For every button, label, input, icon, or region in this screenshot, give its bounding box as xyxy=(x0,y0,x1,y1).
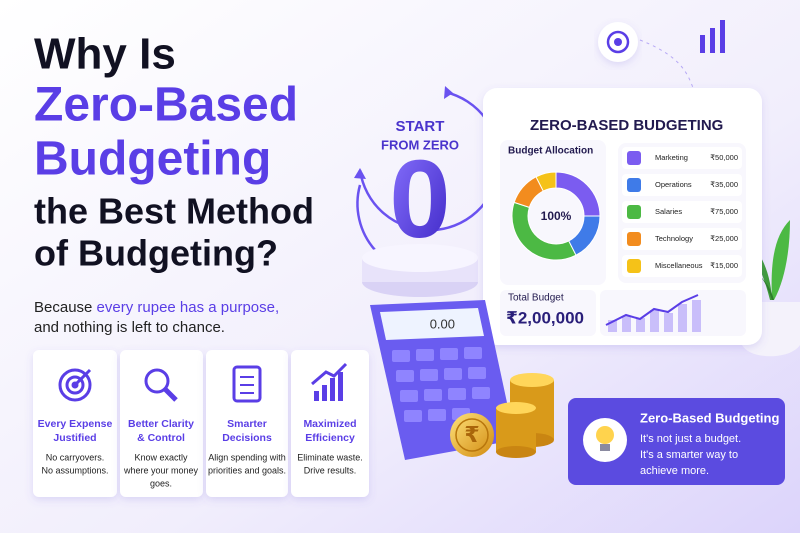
dashed-path xyxy=(639,39,701,111)
card-icons xyxy=(58,362,348,403)
total-panel xyxy=(500,290,596,336)
item-name: Marketing xyxy=(655,153,688,162)
coin-symbol: ₹ xyxy=(464,422,479,447)
calculator-keys xyxy=(392,347,490,422)
card-title: Justified xyxy=(53,432,96,444)
callout: Zero-Based Budgeting It's not just a bud… xyxy=(568,398,785,485)
item-icon xyxy=(627,178,641,192)
card-title: Decisions xyxy=(222,432,272,444)
item-row xyxy=(622,147,742,169)
card xyxy=(33,350,117,497)
card-title: Smarter xyxy=(227,418,267,430)
trend-line xyxy=(605,294,699,326)
item-name: Operations xyxy=(655,180,692,189)
callout-title: Zero-Based Budgeting xyxy=(640,410,779,425)
callout-box xyxy=(568,398,785,485)
card xyxy=(206,350,288,497)
item-icon xyxy=(627,259,641,273)
cycle-arrow xyxy=(356,184,376,251)
subtitle: Because every rupee has a purpose, xyxy=(34,299,279,316)
title-line: of Budgeting? xyxy=(34,233,278,274)
icon-target xyxy=(606,30,630,54)
icon-bar xyxy=(700,35,705,53)
item-row xyxy=(622,201,742,223)
allocation-title: Budget Allocation xyxy=(508,146,593,157)
item-amount: ₹25,000 xyxy=(710,234,738,243)
icon-search xyxy=(144,368,178,402)
title-line: the Best Method xyxy=(34,191,314,232)
start-from-zero: START FROM ZERO 0 xyxy=(354,86,501,297)
pedestal xyxy=(362,244,478,272)
icon-bar xyxy=(720,20,725,53)
item-icon xyxy=(627,205,641,219)
donut xyxy=(511,171,601,261)
title-line: Why Is xyxy=(34,30,176,79)
item-name: Salaries xyxy=(655,207,682,216)
title: Why Is Zero-Based Budgeting the Best Met… xyxy=(34,30,314,274)
card-title: Maximized xyxy=(303,418,356,430)
coins: ₹ xyxy=(450,373,554,458)
cards: Every Expense Justified No carryovers. No a… xyxy=(33,350,369,497)
item-name: Miscellaneous xyxy=(655,261,703,270)
card-text: priorities and goals. xyxy=(208,465,286,475)
icon-growth xyxy=(311,362,348,401)
card-title: & Control xyxy=(137,432,185,444)
bulb xyxy=(596,426,614,444)
calculator-value: 0.00 xyxy=(430,316,455,331)
item-amount: ₹50,000 xyxy=(710,153,738,162)
subtitle: and nothing is left to chance. xyxy=(34,319,225,336)
allocation-items: Marketing ₹50,000 Operations ₹35,000 Salarie… xyxy=(622,147,742,277)
title-line: Zero-Based xyxy=(34,79,298,132)
item-amount: ₹75,000 xyxy=(710,207,738,216)
title-line: Budgeting xyxy=(34,133,271,186)
card-text: Align spending with xyxy=(208,452,286,462)
callout-line: It's a smarter way to xyxy=(640,449,738,461)
item-row xyxy=(622,255,742,277)
center-label: FROM ZERO xyxy=(381,137,459,152)
arrow-head xyxy=(444,86,453,99)
dashboard: ZERO-BASED BUDGETING Budget Allocation 1… xyxy=(483,88,762,345)
callout-line: It's not just a budget. xyxy=(640,433,741,445)
center-label: START xyxy=(396,118,445,135)
calculator-display xyxy=(380,308,484,340)
card-title: Every Expense xyxy=(38,418,113,430)
card-text: No carryovers. xyxy=(46,452,105,462)
icon-target xyxy=(58,368,92,402)
card-title: Better Clarity xyxy=(128,418,194,430)
item-amount: ₹35,000 xyxy=(710,180,738,189)
donut-label: 100% xyxy=(541,209,572,223)
trend-bars xyxy=(608,300,701,332)
card xyxy=(120,350,203,497)
item-row xyxy=(622,228,742,250)
subtitle-highlight: every rupee has a purpose, xyxy=(97,299,280,316)
total-amount: ₹2,00,000 xyxy=(506,308,584,327)
zero-digit: 0 xyxy=(389,138,450,261)
card-text: Drive results. xyxy=(304,465,357,475)
donut-segment xyxy=(535,171,557,192)
card-text: goes. xyxy=(150,478,172,488)
card-text: Eliminate waste. xyxy=(297,452,363,462)
card-text: Know exactly xyxy=(134,452,188,462)
card-text: where your money xyxy=(123,465,199,475)
card-title: Efficiency xyxy=(305,432,355,444)
callout-line: achieve more. xyxy=(640,465,709,477)
card xyxy=(291,350,369,497)
card-text: No assumptions. xyxy=(41,465,108,475)
item-amount: ₹15,000 xyxy=(710,261,738,270)
bulb-base xyxy=(600,444,610,451)
subtitle-lead: Because xyxy=(34,299,92,316)
dashboard-title: ZERO-BASED BUDGETING xyxy=(530,117,723,134)
total-title: Total Budget xyxy=(508,293,564,304)
item-icon xyxy=(627,151,641,165)
item-row xyxy=(622,174,742,196)
item-name: Technology xyxy=(655,234,693,243)
icon-checklist xyxy=(232,365,262,403)
icon-bar xyxy=(710,28,715,53)
item-icon xyxy=(627,232,641,246)
top-icons xyxy=(598,20,725,111)
icon-target xyxy=(614,38,622,46)
arrow-head xyxy=(354,168,366,179)
